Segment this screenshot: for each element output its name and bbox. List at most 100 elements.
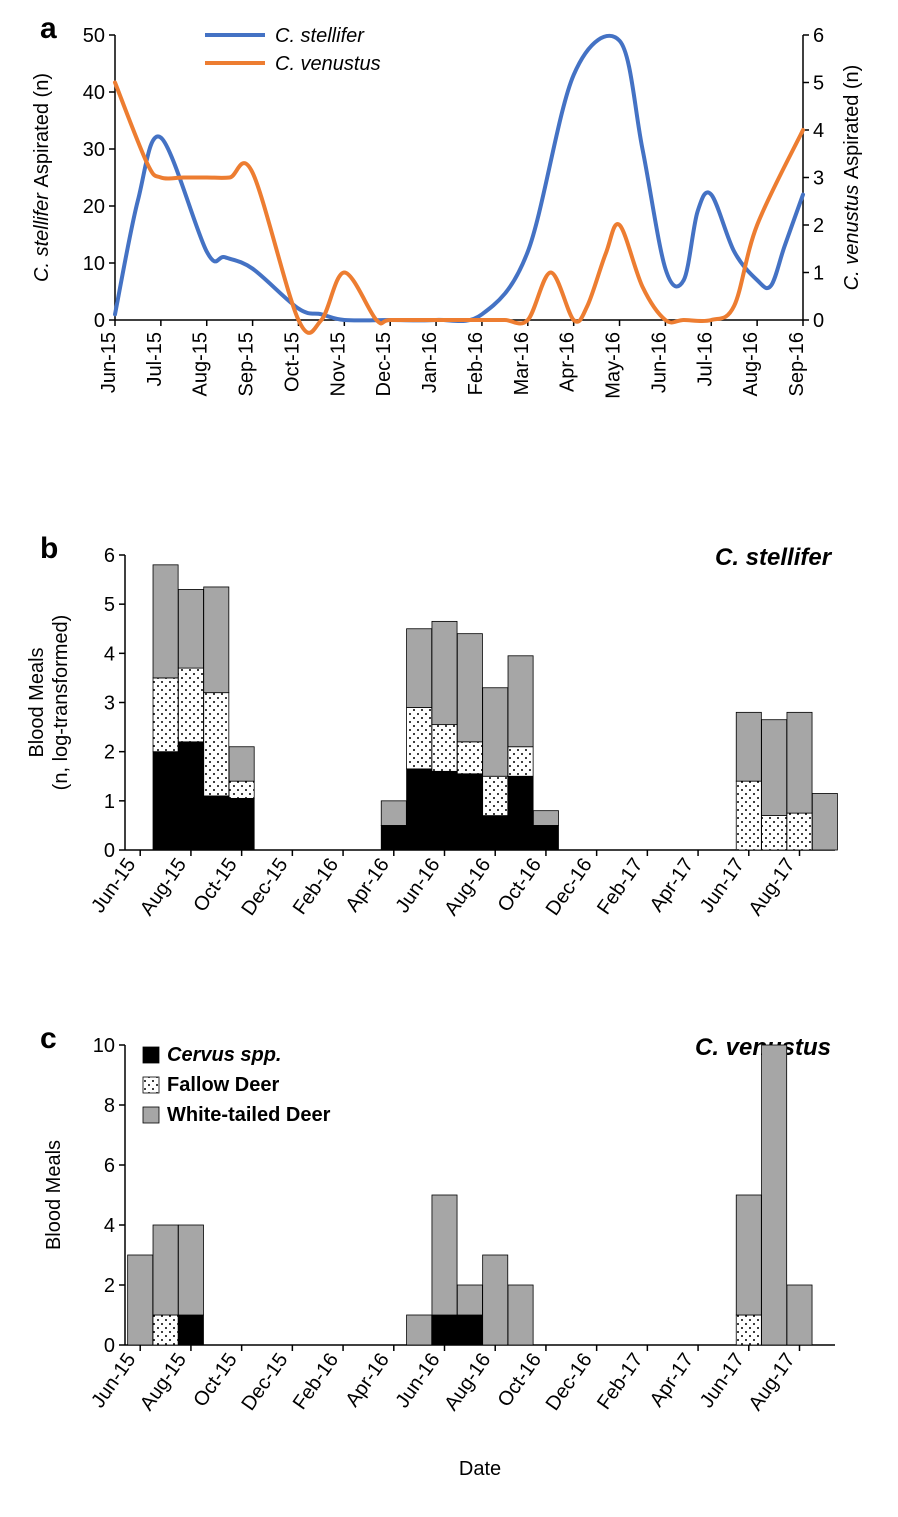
panel-b-title: C. stellifer <box>715 544 833 571</box>
panel-c-bar-seg <box>762 1045 787 1345</box>
panel-c-y-tick: 6 <box>104 1155 115 1177</box>
panel-a-yright-label: C. venustus Aspirated (n) <box>841 65 863 291</box>
legend-swatch <box>143 1107 159 1123</box>
panel-b-x-tick: Dec-15 <box>237 854 292 919</box>
legend-swatch <box>143 1047 159 1063</box>
panel-a-legend-label: C. stellifer <box>275 25 365 47</box>
panel-a-x-tick: May-16 <box>603 332 625 399</box>
panel-c-y-tick: 4 <box>104 1215 115 1237</box>
panel-a-yleft-tick: 50 <box>83 25 105 47</box>
panel-b-bar-seg <box>204 796 229 850</box>
panel-b-y-tick: 4 <box>104 643 115 665</box>
panel-b-bar-seg <box>407 629 432 708</box>
panel-b-y-tick: 0 <box>104 840 115 862</box>
panel-b-bar-seg <box>432 621 457 724</box>
panel-a-x-tick: Aug-16 <box>740 332 762 397</box>
panel-c-x-tick: Oct-15 <box>189 1349 241 1411</box>
panel-c-x-tick: Jun-17 <box>696 1349 749 1412</box>
panel-a-yleft-tick: 10 <box>83 253 105 275</box>
panel-b-y-tick: 3 <box>104 693 115 715</box>
panel-c-bar-seg <box>483 1255 508 1345</box>
panel-c-legend-label: White-tailed Deer <box>167 1104 331 1126</box>
panel-b-bar-seg <box>787 712 812 813</box>
panel-b-x-tick: Oct-15 <box>189 854 241 916</box>
panel-c-bar-seg <box>153 1225 178 1315</box>
panel-b-bar-seg <box>229 781 254 798</box>
panel-c-legend-label: Cervus spp. <box>167 1044 281 1066</box>
panel-b-bar-seg <box>432 725 457 772</box>
panel-b-x-tick: Oct-16 <box>494 854 546 916</box>
panel-a-legend-label: C. venustus <box>275 53 381 75</box>
panel-c-x-tick: Apr-17 <box>646 1349 698 1411</box>
panel-a-yright-tick: 6 <box>813 25 824 47</box>
panel-b-y-tick: 5 <box>104 594 115 616</box>
panel-c-bar-seg <box>457 1315 482 1345</box>
panel-a-x-tick: Jul-16 <box>694 332 716 386</box>
panel-b-bar-seg <box>533 825 558 850</box>
panel-b-y-tick: 6 <box>104 545 115 567</box>
panel-c-bar-seg <box>432 1315 457 1345</box>
panel-a-x-tick: Feb-16 <box>465 332 487 395</box>
panel-b-bar-seg <box>407 707 432 768</box>
panel-b-bar-seg <box>178 742 203 850</box>
panel-c-y-tick: 10 <box>93 1035 115 1057</box>
panel-c-bar-seg <box>736 1195 761 1315</box>
panel-b-x-tick: Aug-15 <box>136 854 191 919</box>
panel-b-bar-seg <box>508 776 533 850</box>
panel-a-yright-tick: 1 <box>813 263 824 285</box>
panel-b-x-tick: Jun-17 <box>696 854 749 917</box>
panel-c-bar-seg <box>153 1315 178 1345</box>
panel-b-x-tick: Feb-16 <box>289 854 343 919</box>
figure-svg: a010203040500123456Jun-15Jul-15Aug-15Sep… <box>0 0 898 1517</box>
panel-a-x-tick: Mar-16 <box>511 332 533 395</box>
panel-c-x-tick: Dec-15 <box>237 1349 292 1414</box>
panel-c-x-tick: Dec-16 <box>542 1349 597 1414</box>
panel-a-yleft-tick: 20 <box>83 196 105 218</box>
panel-c-x-tick: Jun-16 <box>391 1349 444 1412</box>
panel-c-x-tick: Feb-16 <box>289 1349 343 1414</box>
panel-b-bar-seg <box>381 825 406 850</box>
panel-c-ylabel: Blood Meals <box>43 1140 65 1250</box>
panel-a-yright-tick: 5 <box>813 73 824 95</box>
panel-a-x-tick: Sep-15 <box>236 332 258 397</box>
panel-c-legend: Cervus spp.Fallow DeerWhite-tailed Deer <box>143 1044 331 1126</box>
panel-b-bar-seg <box>483 816 508 850</box>
panel-c-x-tick: Aug-17 <box>745 1349 800 1414</box>
panel-c-y-tick: 2 <box>104 1275 115 1297</box>
panel-b-x-tick: Aug-17 <box>745 854 800 919</box>
legend-swatch <box>143 1077 159 1093</box>
panel-b-bar-seg <box>457 742 482 774</box>
panel-c-bar-seg <box>407 1315 432 1345</box>
panel-a-x-tick: Dec-15 <box>373 332 395 396</box>
panel-a-yright-tick: 4 <box>813 120 824 142</box>
panel-c-x-tick: Aug-15 <box>136 1349 191 1414</box>
panel-c-bar-seg <box>128 1255 153 1345</box>
panel-a-x-tick: Jun-15 <box>98 332 120 393</box>
panel-b-y-tick: 1 <box>104 791 115 813</box>
panel-b-bar-seg <box>787 813 812 850</box>
panel-b-bar-seg <box>204 587 229 693</box>
panel-b-bar-seg <box>407 769 432 850</box>
panel-a-yright-tick: 3 <box>813 168 824 190</box>
panel-c-bar-seg <box>432 1195 457 1315</box>
panel-a-x-tick: Nov-15 <box>327 332 349 396</box>
panel-b-bar-seg <box>736 781 761 850</box>
panel-c-x-tick: Apr-16 <box>341 1349 393 1411</box>
panel-b-bar-seg <box>457 774 482 850</box>
panel-c-y-tick: 8 <box>104 1095 115 1117</box>
panel-a-yleft-label: C. stellifer Aspirated (n) <box>31 73 53 282</box>
panel-b-bar-seg <box>229 798 254 850</box>
panel-c-xlabel: Date <box>459 1458 501 1480</box>
panel-b-x-tick: Feb-17 <box>593 854 647 919</box>
panel-b-x-tick: Dec-16 <box>542 854 597 919</box>
panel-b: bC. stellifer0123456Jun-15Aug-15Oct-15De… <box>26 532 837 920</box>
panel-b-x-tick: Aug-16 <box>440 854 495 919</box>
panel-a-yleft-tick: 40 <box>83 82 105 104</box>
panel-c-bar-seg <box>178 1225 203 1315</box>
panel-c-x-tick: Aug-16 <box>440 1349 495 1414</box>
panel-b-bar-seg <box>457 634 482 742</box>
panel-b-y-tick: 2 <box>104 742 115 764</box>
panel-c-y-tick: 0 <box>104 1335 115 1357</box>
panel-b-bar-seg <box>178 589 203 668</box>
panel-b-x-tick: Jun-15 <box>87 854 140 917</box>
